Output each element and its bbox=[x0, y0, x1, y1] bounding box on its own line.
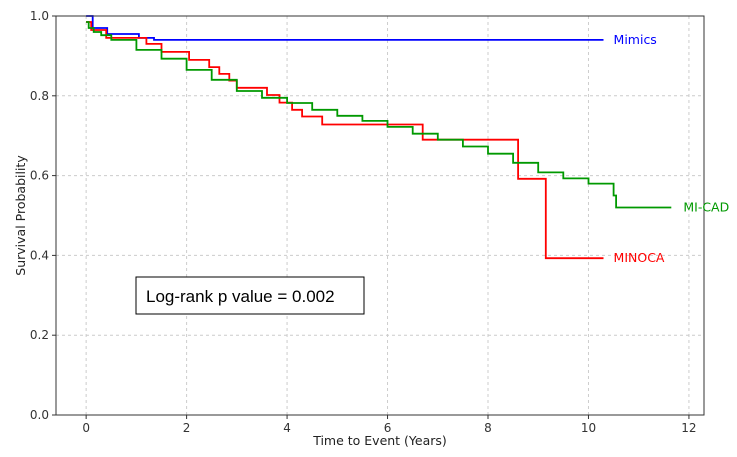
series-line-mi-cad bbox=[86, 21, 672, 209]
annotation-frame bbox=[135, 276, 365, 315]
y-tick-label: 0.4 bbox=[30, 248, 49, 262]
y-axis-label: Survival Probability bbox=[13, 155, 28, 276]
y-tick-label: 0.2 bbox=[30, 328, 49, 342]
series-line-minoca bbox=[86, 21, 604, 260]
series-lines bbox=[86, 15, 672, 260]
x-tick-label: 8 bbox=[484, 421, 492, 435]
x-tick-label: 6 bbox=[384, 421, 392, 435]
x-tick-label: 4 bbox=[283, 421, 291, 435]
annotation-text: Log-rank p value = 0.002 bbox=[146, 287, 335, 306]
axis-ticks: 0 2 4 6 8 10 12 0.0 0.2 0.4 0.6 0.8 1.0 bbox=[30, 9, 697, 435]
grid bbox=[56, 15, 704, 416]
series-line-mimics bbox=[86, 15, 604, 41]
x-tick-label: 2 bbox=[183, 421, 191, 435]
y-tick-label: 0.8 bbox=[30, 89, 49, 103]
plot-area-frame bbox=[55, 15, 705, 416]
series-labels: Mimics MINOCA MI-CAD bbox=[614, 32, 730, 265]
series-label-minoca: MINOCA bbox=[614, 250, 665, 265]
y-tick-label: 1.0 bbox=[30, 9, 49, 23]
annotation-box: Log-rank p value = 0.002 bbox=[135, 276, 365, 315]
x-tick-label: 10 bbox=[581, 421, 596, 435]
y-tick-label: 0.6 bbox=[30, 169, 49, 183]
y-tick-label: 0.0 bbox=[30, 408, 49, 422]
series-label-mi-cad: MI-CAD bbox=[683, 200, 729, 215]
x-tick-label: 0 bbox=[82, 421, 90, 435]
series-label-mimics: Mimics bbox=[614, 32, 657, 47]
x-axis-label: Time to Event (Years) bbox=[312, 433, 447, 448]
x-tick-label: 12 bbox=[681, 421, 696, 435]
